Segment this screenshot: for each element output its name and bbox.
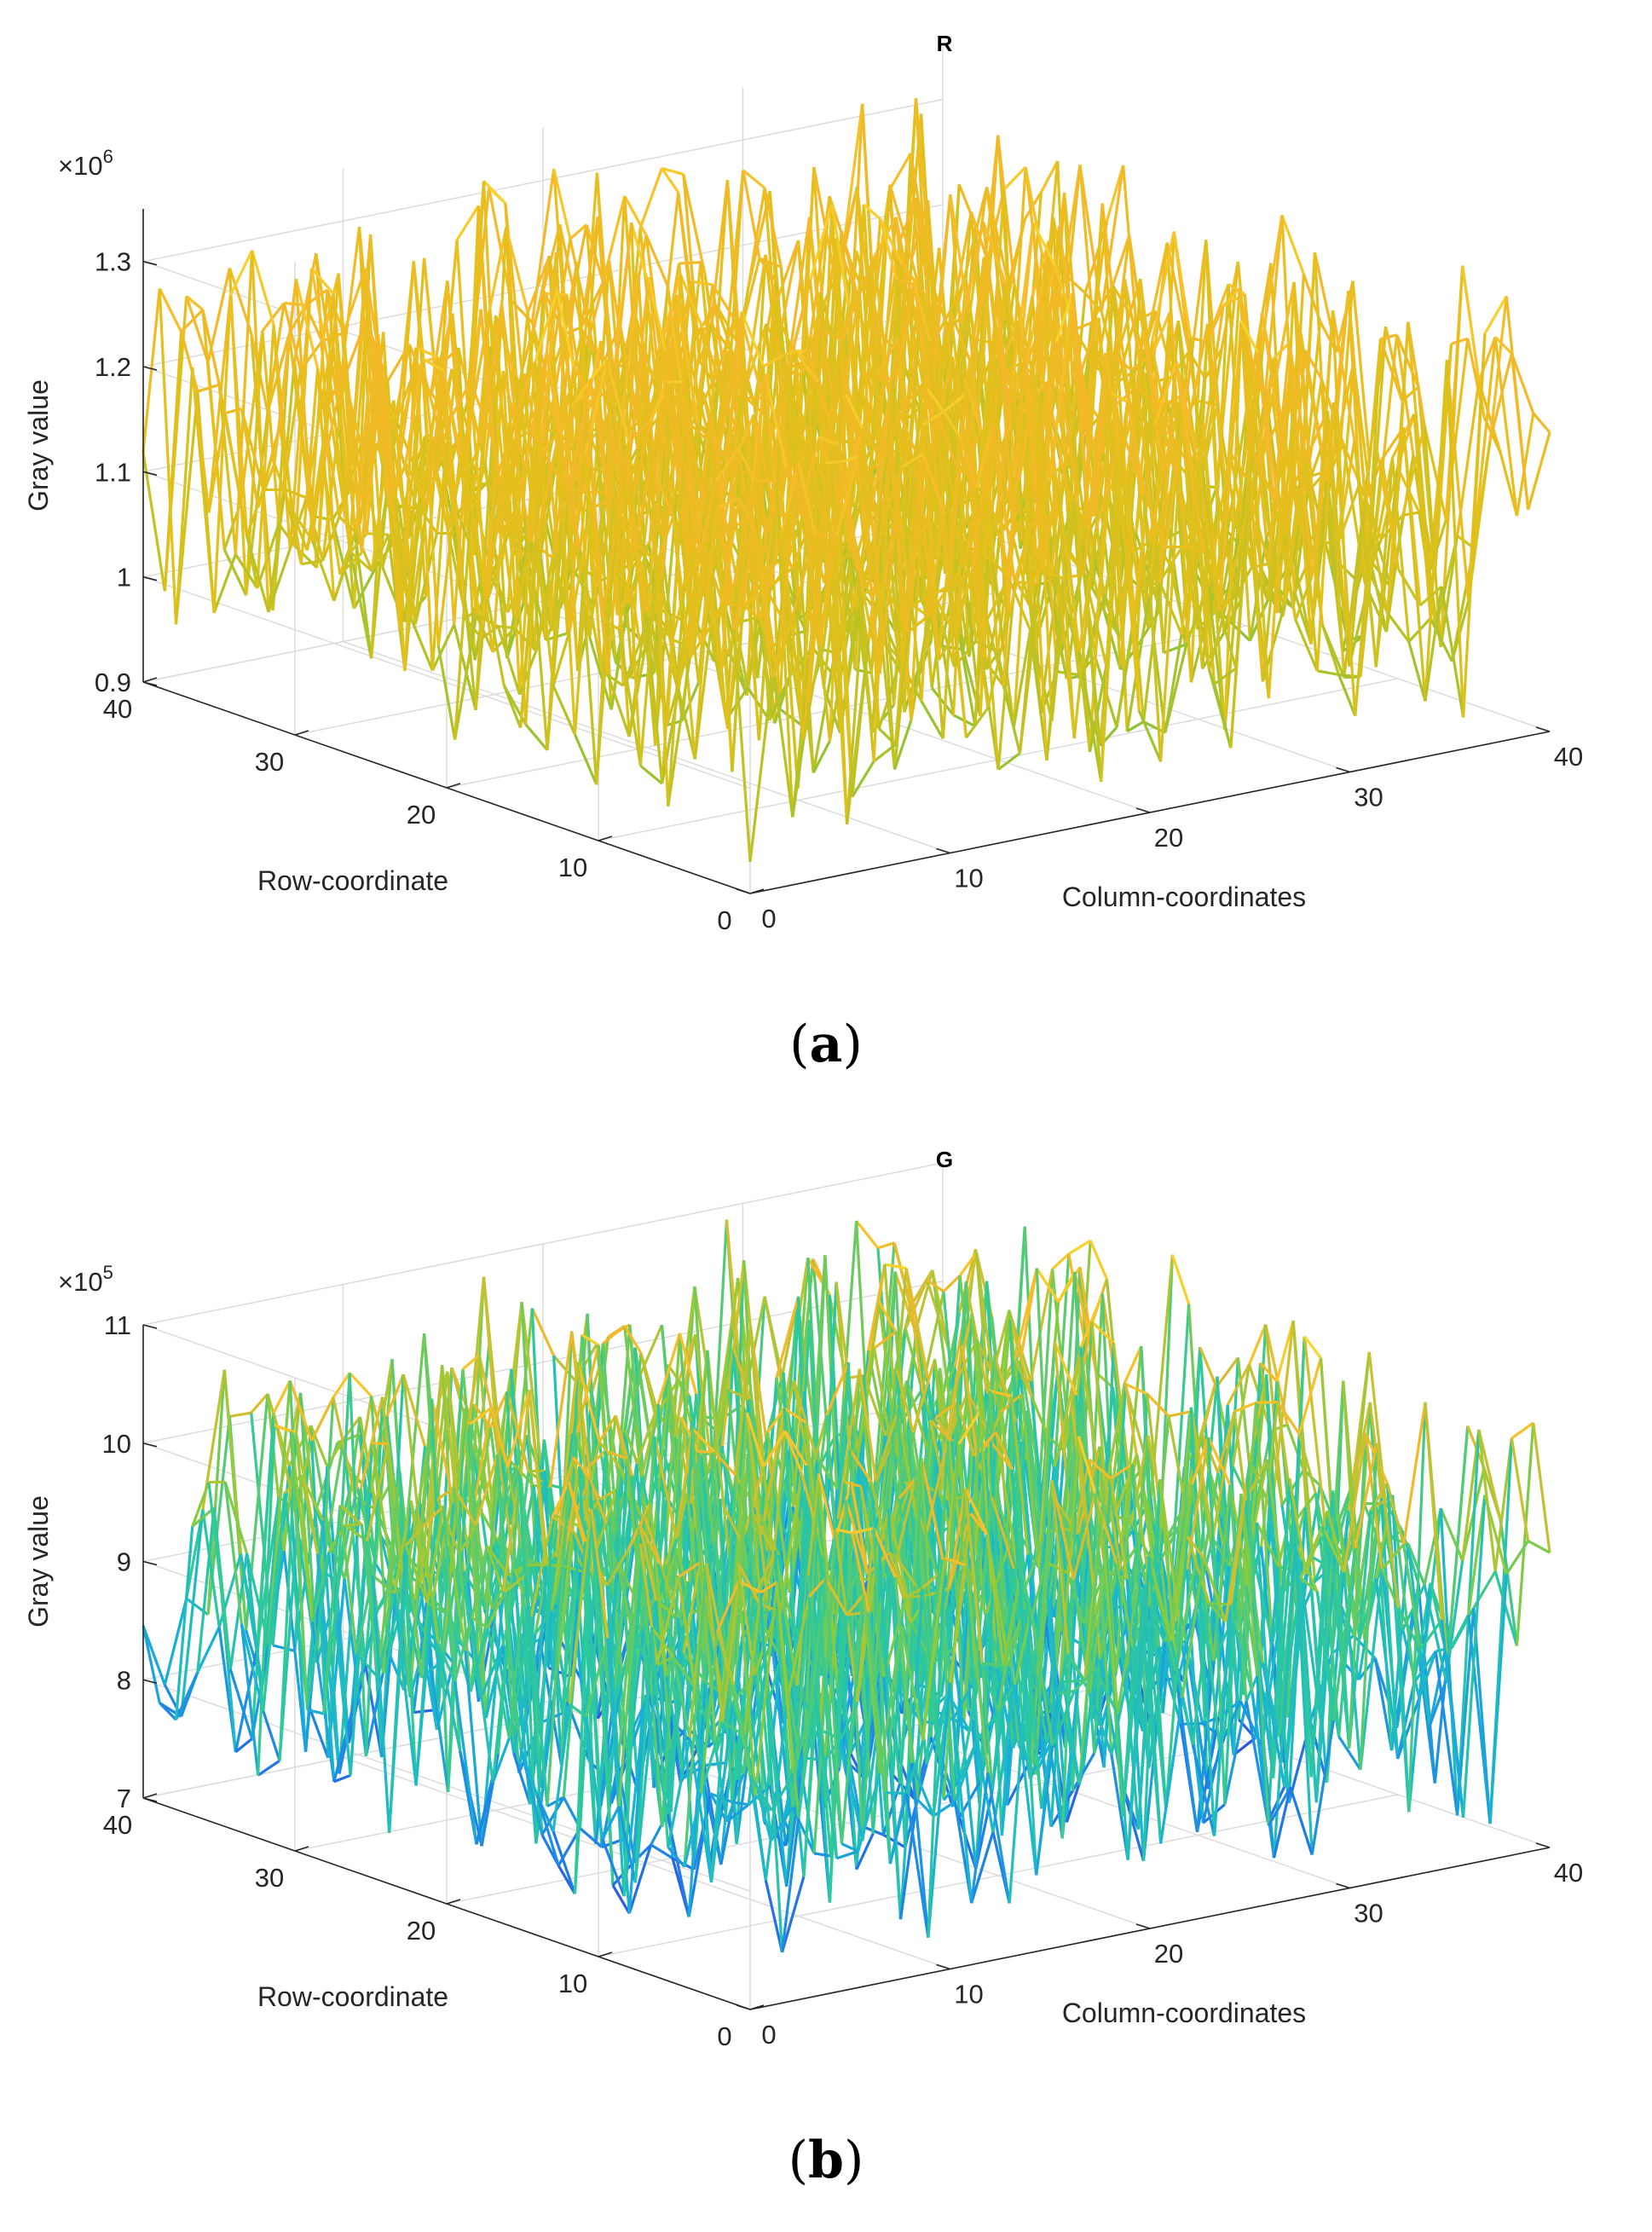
z-tick-label: 1	[117, 563, 131, 593]
z-tick-label: 1.1	[95, 457, 131, 487]
panel-b: 0 10 20 30 40 0 10 20 30 40 7 8 9 10 11 ×105 Gray value C…	[0, 1116, 1652, 2232]
y-tick-label: 30	[255, 1863, 284, 1893]
chart-title: G	[936, 1147, 953, 1172]
z-tick-label: 0.9	[95, 668, 131, 697]
y-axis-label: Row-coordinate	[257, 865, 448, 896]
chart-title: R	[937, 31, 953, 56]
x-tick-label: 20	[1154, 823, 1183, 853]
x-tick-label: 0	[761, 904, 776, 934]
x-tick-label: 40	[1554, 742, 1583, 772]
surface-mesh	[142, 98, 1551, 863]
z-tick-label: 7	[117, 1784, 131, 1813]
y-tick-label: 40	[103, 1810, 132, 1840]
y-tick-label: 40	[103, 694, 132, 724]
y-tick-label: 20	[407, 800, 436, 830]
y-tick-label: 10	[558, 853, 587, 882]
x-axis-label: Column-coordinates	[1062, 882, 1306, 912]
x-tick-label: 0	[761, 2020, 776, 2050]
z-exponent: ×106	[58, 146, 113, 181]
x-tick-label: 10	[954, 864, 983, 893]
caption-a: (a)	[789, 1015, 863, 1074]
x-tick-label: 20	[1154, 1939, 1183, 1969]
z-tick-label: 1.2	[95, 352, 131, 382]
y-tick-label: 0	[717, 2021, 731, 2051]
x-tick-label: 40	[1554, 1858, 1583, 1888]
surface-mesh	[142, 1219, 1551, 1953]
z-exponent: ×105	[58, 1262, 113, 1297]
caption-b: (b)	[788, 2131, 864, 2190]
chart-r: 0102030400102030400.911.11.21.3×106Gray …	[23, 31, 1583, 935]
x-axis-label: Column-coordinates	[1062, 1998, 1306, 2028]
y-tick-label: 0	[717, 905, 731, 935]
y-axis-label: Row-coordinate	[257, 1981, 448, 2012]
panel-a: 0 10 20 30 40 0 10 20 30 40 0.9 1 1.1 1.2 1.3 ×106 Gray …	[23, 31, 1583, 1074]
y-tick-label: 20	[407, 1916, 436, 1946]
z-axis-label: Gray value	[23, 379, 54, 512]
x-tick-label: 10	[954, 1980, 983, 2009]
z-axis-label: Gray value	[23, 1495, 54, 1628]
z-tick-label: 11	[104, 1310, 131, 1340]
y-tick-label: 30	[255, 747, 284, 777]
z-tick-label: 1.3	[95, 247, 131, 277]
z-tick-label: 9	[117, 1547, 131, 1577]
y-tick-label: 10	[558, 1969, 587, 1998]
z-tick-label: 8	[117, 1665, 131, 1695]
z-tick-label: 10	[102, 1429, 131, 1459]
x-tick-label: 30	[1354, 1899, 1383, 1928]
x-tick-label: 30	[1354, 783, 1383, 812]
